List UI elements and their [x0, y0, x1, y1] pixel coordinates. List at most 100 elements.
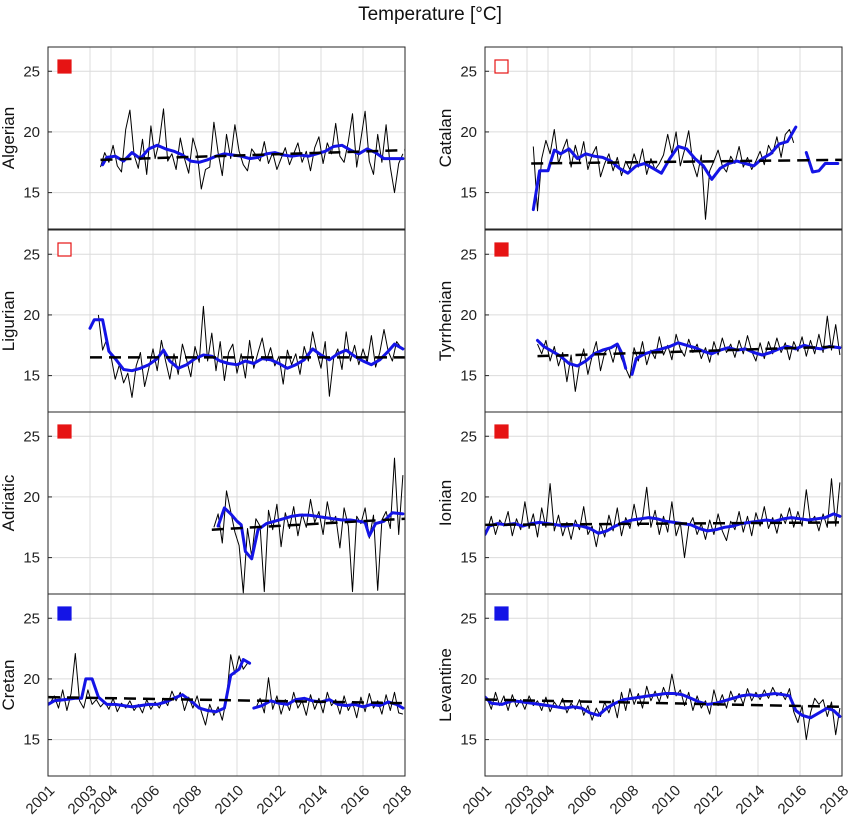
figure-title: Temperature [°C] [358, 4, 502, 25]
raw-series-line [486, 478, 841, 559]
panel-tyrrhenian: 15 20 25 Tyrrhenian [436, 229, 843, 413]
x-tick-label: 2006 [128, 782, 164, 818]
raw-series-line [213, 457, 404, 594]
y-tick-label: 15 [460, 550, 477, 567]
smoothed-series-line [804, 151, 840, 174]
smoothed-series-line [101, 143, 405, 167]
y-tick-label: 25 [460, 63, 477, 80]
axes-frame [47, 593, 406, 777]
x-tick-label: 2001 [23, 782, 59, 818]
trend-line [485, 698, 842, 709]
smoothed-series-line [485, 692, 842, 720]
y-tick-label: 25 [23, 246, 40, 263]
plot-area [485, 47, 842, 229]
open-square-marker [57, 242, 72, 257]
plot-area [48, 230, 405, 412]
x-tick-label: 2014 [733, 782, 769, 818]
y-tick-label: 15 [23, 185, 40, 202]
raw-series-line [100, 108, 404, 194]
y-tick-label: 15 [460, 368, 477, 385]
filled-square-marker [57, 606, 72, 621]
x-tick-label: 2018 [817, 782, 850, 818]
y-tick-label: 20 [23, 489, 40, 506]
filled-square-marker [57, 59, 72, 74]
smoothed-series-line [531, 125, 798, 212]
y-tick-label: 20 [460, 671, 477, 688]
trend-line [537, 345, 842, 358]
y-tick-label: 20 [23, 307, 40, 324]
panel-ionian: 15 20 25 Ionian [436, 411, 843, 595]
x-tick-label: 2018 [380, 782, 416, 818]
panel-algerian: 15 20 25 Algerian [0, 46, 406, 230]
y-tick-label: 15 [23, 368, 40, 385]
plot-area [48, 412, 405, 594]
x-tick-label: 2010 [212, 782, 248, 818]
panel-ligurian: 15 20 25 Ligurian [0, 229, 406, 413]
plot-area [485, 230, 842, 412]
panel-catalan: 15 20 25 Catalan [436, 46, 843, 230]
y-tick-label: 20 [460, 307, 477, 324]
x-tick-label: 2012 [254, 782, 290, 818]
x-tick-label: 2008 [170, 782, 206, 818]
y-tick-label: 25 [23, 428, 40, 445]
trend-line [531, 158, 842, 165]
y-tick-label: 20 [23, 124, 40, 141]
filled-square-marker [494, 242, 509, 257]
y-tick-label: 20 [23, 671, 40, 688]
smoothed-series-line [48, 658, 252, 714]
trend-line [211, 517, 405, 531]
plot-area [485, 412, 842, 594]
x-tick-label: 2008 [607, 782, 643, 818]
region-label: Algerian [0, 107, 18, 169]
region-label: Tyrrhenian [436, 281, 455, 361]
y-tick-label: 15 [460, 185, 477, 202]
region-label: Levantine [436, 648, 455, 722]
x-tick-label: 2016 [775, 782, 811, 818]
x-tick-label: 2010 [649, 782, 685, 818]
y-tick-label: 25 [23, 63, 40, 80]
y-tick-label: 25 [460, 246, 477, 263]
smoothed-series-line [252, 696, 405, 710]
y-tick-label: 25 [23, 610, 40, 627]
smoothed-series-line [88, 318, 405, 373]
region-label: Ligurian [0, 291, 18, 352]
region-label: Catalan [436, 109, 455, 168]
x-tick-label: 2001 [460, 782, 496, 818]
panel-adriatic: 15 20 25 Adriatic [0, 411, 406, 595]
y-tick-label: 15 [23, 550, 40, 567]
y-tick-label: 20 [460, 489, 477, 506]
raw-series-line [97, 305, 404, 398]
region-label: Ionian [436, 480, 455, 526]
smoothed-series-line [216, 506, 405, 561]
panels-grid: 15 20 25 Algerian 15 20 25 Catalan 15 20 25 Liguria… [0, 46, 850, 818]
region-label: Adriatic [0, 474, 18, 531]
trend-line [48, 695, 405, 705]
y-tick-label: 15 [23, 732, 40, 749]
x-tick-label: 2012 [691, 782, 727, 818]
y-tick-label: 15 [460, 732, 477, 749]
smoothed-series-line [536, 338, 628, 370]
raw-series-line [486, 673, 841, 741]
x-tick-label: 2014 [296, 782, 332, 818]
filled-square-marker [57, 424, 72, 439]
axes-frame [47, 46, 406, 230]
trend-line [100, 148, 405, 162]
region-label: Cretan [0, 659, 18, 710]
axes-frame [484, 593, 843, 777]
y-tick-label: 20 [460, 124, 477, 141]
y-tick-label: 25 [460, 428, 477, 445]
open-square-marker [494, 59, 509, 74]
axes-frame [484, 46, 843, 230]
trend-line [485, 521, 842, 527]
x-tick-label: 2016 [338, 782, 374, 818]
x-tick-label: 2006 [565, 782, 601, 818]
plot-area [48, 594, 405, 776]
y-tick-label: 25 [460, 610, 477, 627]
plot-area [485, 594, 842, 776]
filled-square-marker [494, 606, 509, 621]
filled-square-marker [494, 424, 509, 439]
smoothed-series-line [485, 512, 842, 536]
